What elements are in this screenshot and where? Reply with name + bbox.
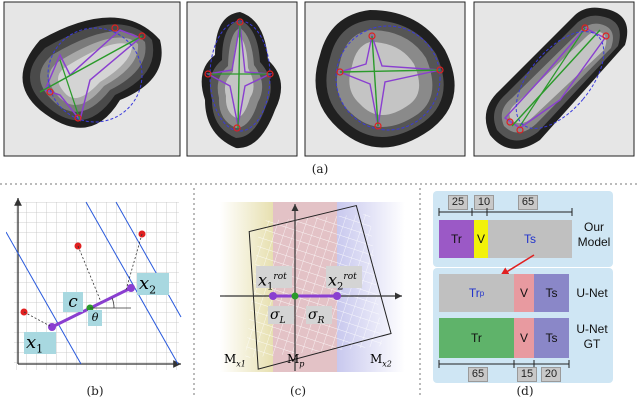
panel-a <box>3 1 635 157</box>
unet-gt-bar: Tr V Ts <box>439 318 569 358</box>
top-number-65: 65 <box>518 195 538 210</box>
region-label-right: Mx2 <box>370 352 392 369</box>
caption-c: (c) <box>289 384 307 398</box>
region-label-left: Mx1 <box>224 352 246 369</box>
unet-bar: Tr p V Ts <box>439 274 569 312</box>
shape-image-2 <box>186 1 298 157</box>
shape-image-4 <box>473 1 635 157</box>
unet-gt-tr: Tr <box>439 318 514 358</box>
label-c: c <box>63 292 83 312</box>
vertical-divider-1 <box>193 188 195 398</box>
panel-c <box>220 202 405 372</box>
our-model-bar: Tr V Ts <box>439 220 572 258</box>
label-x1-rot: x1rot <box>256 266 292 293</box>
our-model-label: Our Model <box>577 220 611 249</box>
bottom-number-65: 65 <box>468 367 488 382</box>
bottom-bracket <box>438 360 570 368</box>
region-label-mid: Mp <box>287 352 305 369</box>
top-bracket <box>438 208 573 216</box>
bottom-number-20: 20 <box>541 367 561 382</box>
unet-gt-ts: Ts <box>534 318 569 358</box>
our-model-tr: Tr <box>439 220 474 258</box>
label-x2-rot: x2rot <box>326 266 362 293</box>
our-model-v: V <box>474 220 488 258</box>
horizontal-divider <box>0 183 640 185</box>
top-number-25: 25 <box>448 195 468 210</box>
our-model-ts: Ts <box>488 220 572 258</box>
unet-label: U-Net <box>576 286 608 300</box>
label-x2: x2 <box>137 273 169 297</box>
unet-v: V <box>514 274 534 312</box>
label-x1: x1 <box>24 332 56 356</box>
unet-gt-v: V <box>514 318 534 358</box>
vertical-divider-2 <box>419 188 421 398</box>
shape-image-1 <box>3 1 181 157</box>
bottom-number-15: 15 <box>517 367 537 382</box>
red-arrow <box>499 254 535 277</box>
top-number-10: 10 <box>474 195 494 210</box>
label-theta: θ <box>88 310 102 326</box>
label-sigma-l: σL <box>268 306 294 326</box>
caption-d: (d) <box>516 384 534 398</box>
unet-gt-label: U-Net GT <box>576 322 608 351</box>
label-sigma-r: σR <box>306 306 332 326</box>
caption-a: (a) <box>311 162 329 176</box>
unet-ts: Ts <box>534 274 569 312</box>
unet-trp: Tr p <box>439 274 514 312</box>
caption-b: (b) <box>86 384 104 398</box>
shape-image-3 <box>304 1 466 157</box>
